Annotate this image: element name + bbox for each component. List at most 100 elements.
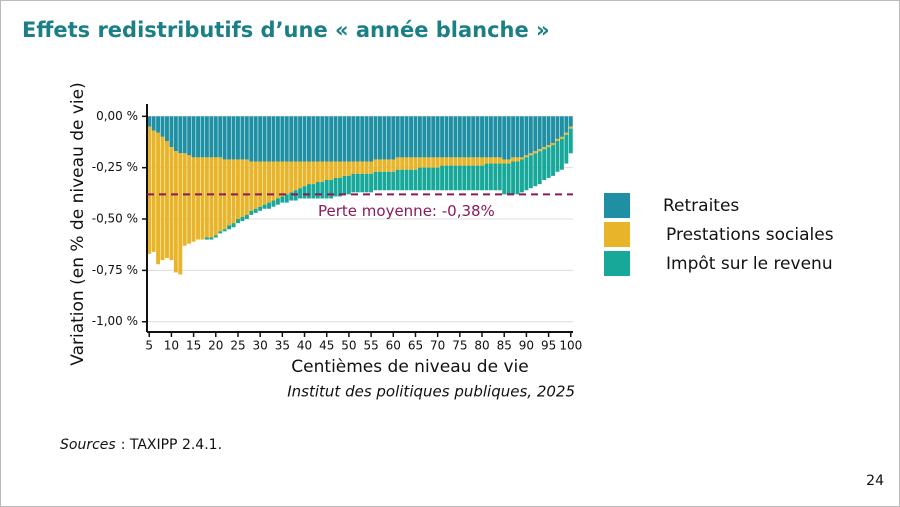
bar-segment: [364, 116, 369, 162]
bar-segment: [400, 157, 405, 170]
bar-segment: [413, 116, 418, 158]
bar-segment: [462, 165, 467, 191]
bar-segment: [493, 163, 498, 191]
bar-segment: [364, 161, 369, 174]
bar-segment: [400, 116, 405, 158]
bar-segment: [209, 237, 214, 240]
bar-segment: [275, 161, 280, 199]
bar-segment: [475, 157, 480, 166]
y-tick-label: -0,50 %: [92, 212, 138, 226]
bar-segment: [240, 159, 245, 217]
bar-segment: [156, 132, 161, 265]
y-tick-label: -0,75 %: [92, 263, 138, 277]
bar-segment: [417, 157, 422, 168]
bar-segment: [236, 159, 240, 220]
bar-segment: [213, 235, 218, 238]
bar-segment: [551, 145, 555, 176]
bar-segment: [400, 169, 405, 191]
bar-segment: [307, 116, 311, 162]
bar-segment: [289, 192, 294, 201]
bar-segment: [524, 155, 529, 158]
bar-segment: [453, 157, 458, 166]
bar-segment: [413, 157, 418, 170]
bar-segment: [457, 157, 462, 166]
bar-segment: [253, 208, 258, 213]
bar-segment: [280, 196, 285, 203]
bar-segment: [373, 171, 378, 191]
bar-segment: [386, 116, 391, 160]
bar-segment: [537, 151, 542, 185]
bar-segment: [488, 163, 493, 191]
bar-segment: [338, 116, 342, 162]
bar-segment: [386, 159, 391, 172]
bar-segment: [422, 167, 427, 191]
y-axis-label: Variation (en % de niveau de vie): [68, 82, 88, 365]
bar-segment: [156, 116, 161, 133]
bar-segment: [320, 116, 325, 162]
bar-segment: [178, 153, 183, 275]
bar-segment: [236, 116, 240, 160]
bar-segment: [298, 188, 303, 199]
bar-segment: [395, 169, 400, 191]
bar-segment: [493, 157, 498, 164]
bar-segment: [249, 116, 254, 162]
bar-segment: [364, 173, 369, 193]
bar-segment: [218, 116, 223, 158]
bar-segment: [493, 116, 498, 158]
y-tick-label: -0,25 %: [92, 160, 138, 174]
x-tick-label: 45: [319, 339, 334, 353]
bar-segment: [515, 161, 520, 195]
x-tick-label: 40: [297, 339, 312, 353]
bar-segment: [555, 140, 560, 172]
bar-segment: [262, 204, 267, 209]
bar-segment: [213, 116, 218, 158]
bar-segment: [271, 161, 276, 201]
page-number: 24: [866, 473, 884, 489]
bar-segment: [267, 161, 271, 203]
bar-segment: [497, 116, 502, 158]
bar-segment: [360, 161, 365, 174]
x-tick-label: 70: [430, 339, 445, 353]
bar-segment: [559, 116, 564, 137]
x-tick-label: 5: [145, 339, 153, 353]
bar-segment: [488, 157, 493, 164]
bar-segment: [533, 116, 538, 152]
bar-segment: [346, 175, 351, 195]
bar-segment: [253, 116, 258, 162]
bar-segment: [275, 198, 280, 205]
bar-segment: [333, 177, 338, 197]
bar-segment: [449, 165, 453, 191]
bar-segment: [147, 116, 152, 127]
bar-segment: [426, 167, 431, 191]
bar-segment: [231, 159, 236, 224]
bar-segment: [382, 171, 387, 191]
bar-segment: [360, 116, 365, 162]
bar-segment: [480, 165, 484, 191]
bar-segment: [435, 167, 440, 191]
bar-segment: [351, 173, 356, 193]
bar-segment: [311, 161, 316, 185]
bar-segment: [546, 147, 551, 178]
bar-segment: [444, 165, 449, 191]
bar-segment: [378, 116, 382, 160]
bar-segment: [395, 116, 400, 158]
bar-segment: [302, 161, 307, 187]
bar-segment: [440, 165, 445, 191]
bar-segment: [564, 116, 569, 133]
bar-segment: [249, 161, 254, 211]
bar-segment: [320, 182, 325, 199]
bar-segment: [409, 116, 413, 158]
bar-segment: [307, 184, 311, 199]
bar-segment: [244, 159, 249, 215]
bar-segment: [520, 157, 524, 160]
legend-swatch: [604, 193, 630, 218]
legend-label: Impôt sur le revenu: [666, 254, 833, 274]
bar-segment: [351, 116, 356, 162]
bar-segment: [231, 116, 236, 160]
bar-segment: [333, 116, 338, 162]
x-tick-label: 100: [559, 339, 582, 353]
bar-segment: [568, 128, 573, 154]
bar-segment: [528, 116, 533, 154]
bar-segment: [555, 116, 560, 139]
x-tick-label: 65: [408, 339, 423, 353]
